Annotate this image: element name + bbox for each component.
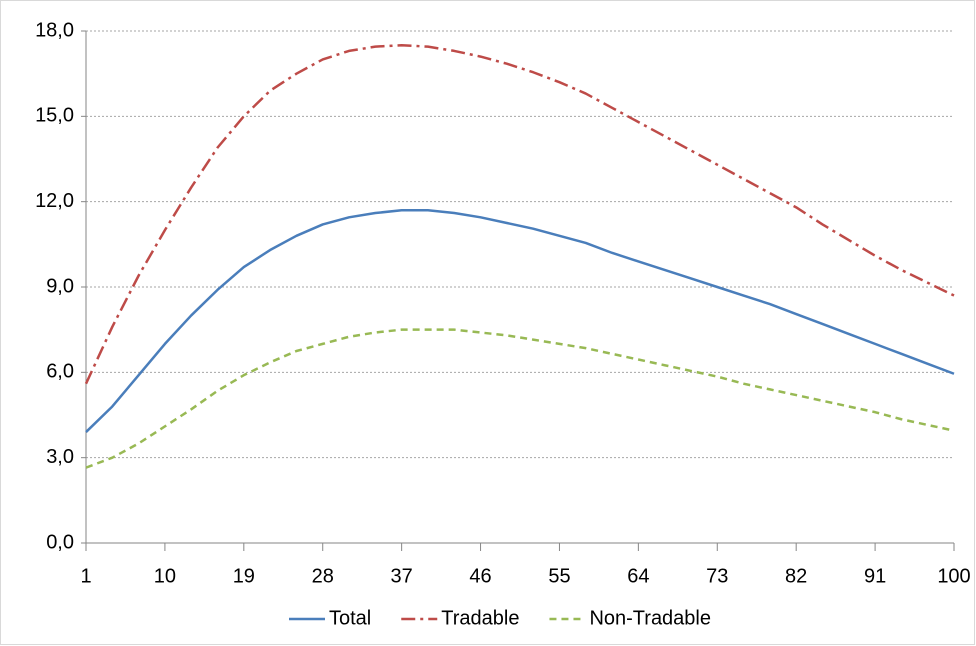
x-tick-label: 46	[469, 565, 491, 587]
y-tick-label: 18,0	[35, 19, 74, 41]
series-line	[85, 208, 955, 433]
x-tick-label: 19	[233, 565, 255, 587]
x-tick-label: 100	[937, 565, 970, 587]
x-tick-label: 55	[548, 565, 570, 587]
x-tick-label: 10	[154, 565, 176, 587]
legend-label: Total	[329, 607, 371, 629]
x-tick-label: 37	[391, 565, 413, 587]
y-tick-label: 15,0	[35, 105, 74, 127]
x-tick-label: 73	[706, 565, 728, 587]
y-tick-label: 12,0	[35, 190, 74, 212]
y-tick-label: 6,0	[46, 361, 74, 383]
x-tick-label: 64	[627, 565, 649, 587]
legend-label: Tradable	[441, 607, 519, 629]
x-tick-label: 91	[864, 565, 886, 587]
x-tick-label: 1	[80, 565, 91, 587]
series-line	[85, 328, 955, 469]
legend-label: Non-Tradable	[589, 607, 711, 629]
y-tick-label: 9,0	[46, 275, 74, 297]
series-line	[84, 43, 955, 385]
x-tick-label: 82	[785, 565, 807, 587]
y-tick-label: 3,0	[46, 446, 74, 468]
x-tick-label: 28	[312, 565, 334, 587]
y-tick-label: 0,0	[46, 531, 74, 553]
